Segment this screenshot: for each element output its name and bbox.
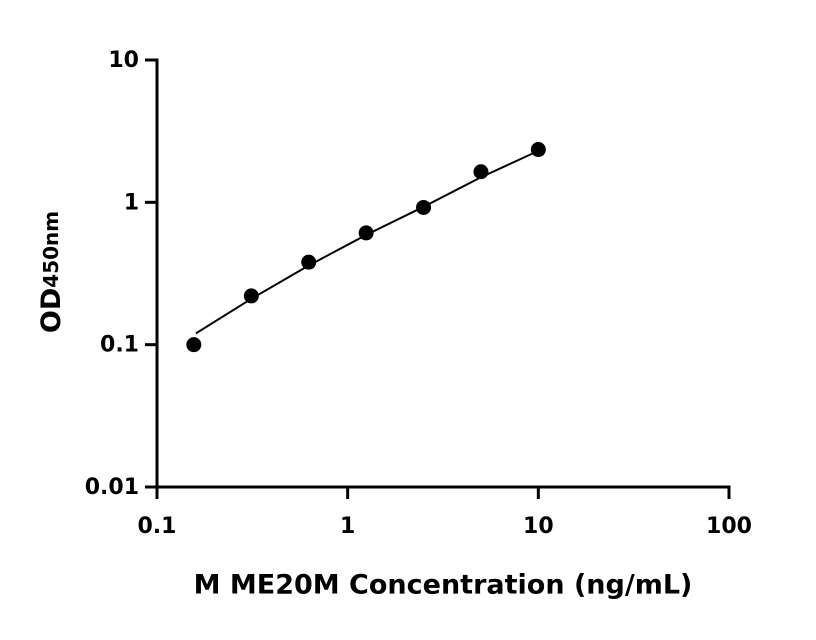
x-tick-label: 0.1	[138, 514, 177, 539]
data-point	[301, 254, 317, 270]
y-tick-label: 0.1	[100, 333, 139, 358]
y-axis-label: OD450nm	[36, 211, 67, 333]
data-point	[473, 164, 489, 180]
data-point	[186, 337, 202, 353]
data-point	[358, 225, 374, 241]
data-point	[416, 199, 432, 215]
x-tick-label: 10	[523, 514, 554, 539]
y-tick-label: 0.01	[85, 475, 139, 500]
x-axis-label: M ME20M Concentration (ng/mL)	[194, 570, 693, 601]
y-tick-label: 1	[124, 190, 139, 215]
data-point	[530, 142, 546, 158]
y-axis-label-sub: 450nm	[39, 211, 63, 288]
y-tick-label: 10	[108, 48, 139, 73]
y-axis-label-main: OD	[36, 288, 67, 333]
fit-curve	[195, 149, 539, 335]
x-tick-label: 100	[706, 514, 752, 539]
x-tick-label: 1	[340, 514, 355, 539]
data-point	[243, 288, 259, 304]
